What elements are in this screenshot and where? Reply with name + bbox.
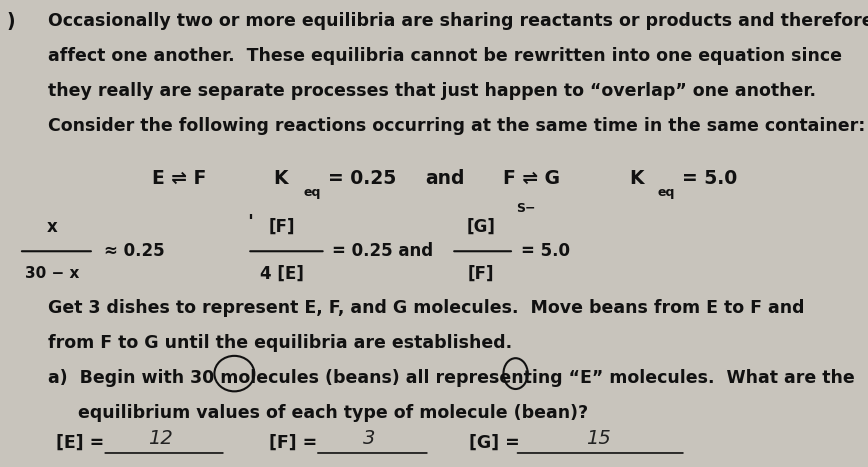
Text: Consider the following reactions occurring at the same time in the same containe: Consider the following reactions occurri… — [48, 117, 865, 135]
Text: ): ) — [7, 12, 16, 31]
Text: [E] =: [E] = — [56, 434, 105, 452]
Text: [F] =: [F] = — [269, 434, 318, 452]
Text: F ⇌ G: F ⇌ G — [503, 169, 561, 188]
Text: from F to G until the equilibria are established.: from F to G until the equilibria are est… — [48, 334, 512, 352]
Text: [G] =: [G] = — [469, 434, 519, 452]
Text: S−: S− — [516, 202, 536, 215]
Text: 3: 3 — [363, 429, 375, 447]
Text: Get 3 dishes to represent E, F, and G molecules.  Move beans from E to F and: Get 3 dishes to represent E, F, and G mo… — [48, 299, 805, 317]
Text: ≈ 0.25: ≈ 0.25 — [104, 242, 165, 260]
Text: E ⇌ F: E ⇌ F — [152, 169, 207, 188]
Text: they really are separate processes that just happen to “overlap” one another.: they really are separate processes that … — [48, 82, 816, 100]
Text: affect one another.  These equilibria cannot be rewritten into one equation sinc: affect one another. These equilibria can… — [48, 47, 842, 65]
Text: ': ' — [247, 213, 253, 232]
Text: [F]: [F] — [269, 218, 295, 236]
Text: 15: 15 — [587, 429, 611, 447]
Text: [F]: [F] — [468, 265, 494, 283]
Text: = 5.0: = 5.0 — [682, 169, 738, 188]
Text: eq: eq — [304, 186, 321, 199]
Text: K: K — [273, 169, 288, 188]
Text: 30 − x: 30 − x — [25, 266, 79, 281]
Text: eq: eq — [658, 186, 675, 199]
Text: x: x — [47, 218, 57, 236]
Text: = 0.25: = 0.25 — [328, 169, 397, 188]
Text: a)  Begin with 30 molecules (beans) all representing “E” molecules.  What are th: a) Begin with 30 molecules (beans) all r… — [48, 369, 854, 387]
Text: [G]: [G] — [466, 218, 496, 236]
Text: 12: 12 — [148, 429, 173, 447]
Text: = 0.25 and: = 0.25 and — [332, 242, 433, 260]
Text: 4 [E]: 4 [E] — [260, 265, 304, 283]
Text: Occasionally two or more equilibria are sharing reactants or products and theref: Occasionally two or more equilibria are … — [48, 12, 868, 30]
Text: and: and — [425, 169, 465, 188]
Text: K: K — [629, 169, 644, 188]
Text: = 5.0: = 5.0 — [521, 242, 569, 260]
Text: equilibrium values of each type of molecule (bean)?: equilibrium values of each type of molec… — [48, 404, 588, 422]
